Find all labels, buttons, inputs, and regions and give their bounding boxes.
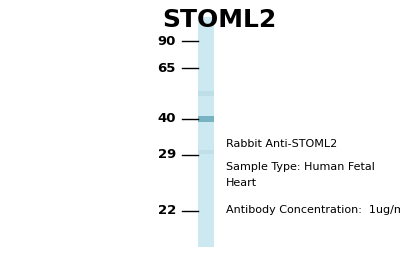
Text: Antibody Concentration:  1ug/mL: Antibody Concentration: 1ug/mL (226, 205, 400, 215)
Text: Rabbit Anti-STOML2: Rabbit Anti-STOML2 (226, 139, 337, 149)
Bar (198, 116, 214, 122)
Text: Heart: Heart (226, 178, 257, 188)
Text: 29: 29 (158, 148, 176, 161)
Text: 90: 90 (158, 35, 176, 48)
Bar (198, 91, 214, 96)
Text: Sample Type: Human Fetal: Sample Type: Human Fetal (226, 162, 375, 172)
Text: 40: 40 (158, 112, 176, 125)
Text: 65: 65 (158, 62, 176, 74)
Bar (198, 17, 214, 247)
Text: 22: 22 (158, 205, 176, 217)
Text: STOML2: STOML2 (162, 8, 276, 32)
Bar (198, 150, 214, 154)
